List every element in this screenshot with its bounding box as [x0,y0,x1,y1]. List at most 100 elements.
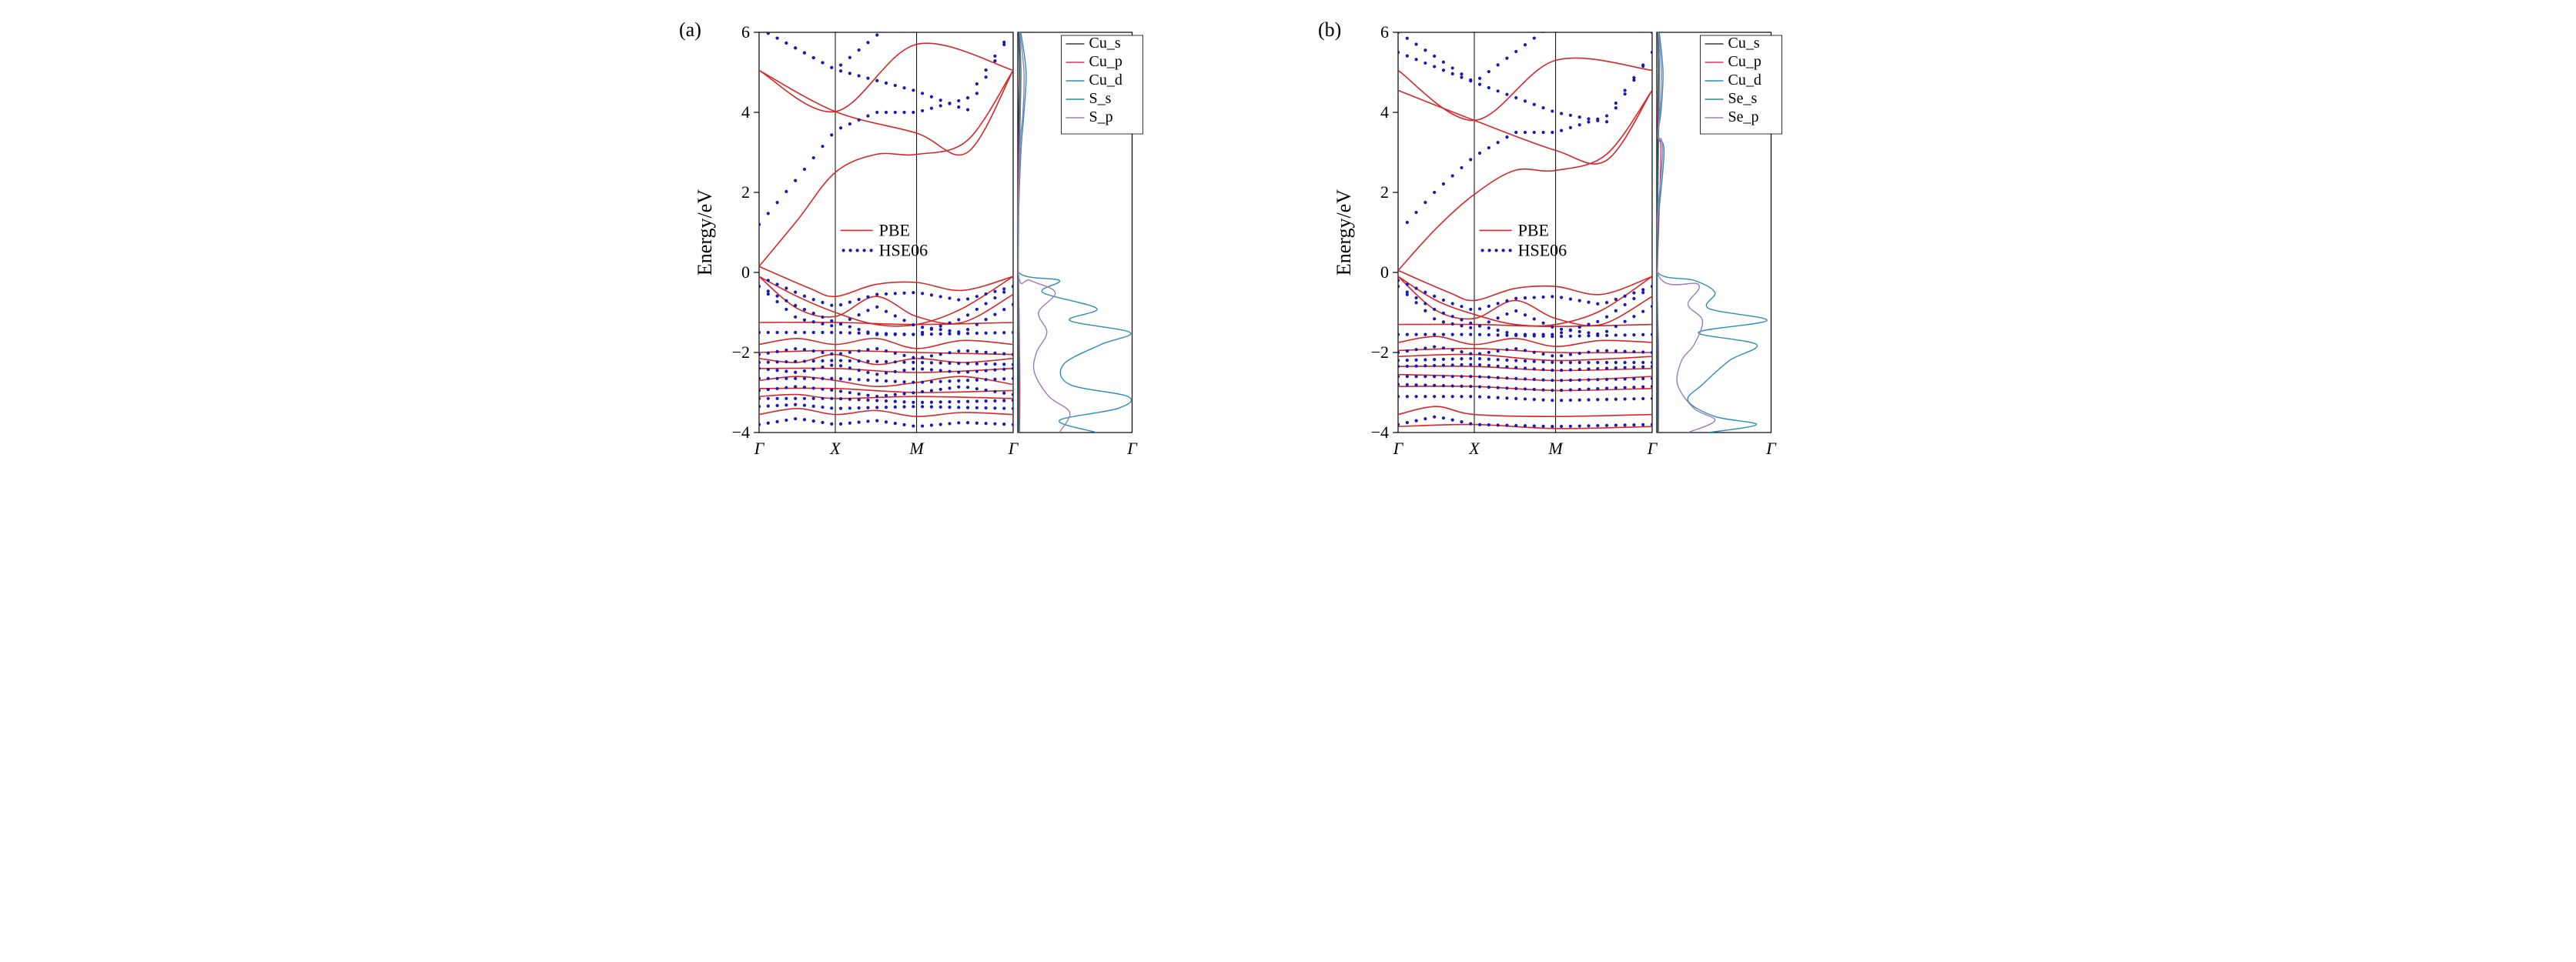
hse-point [894,370,897,373]
hse-point [1478,385,1481,388]
hse-point [1596,398,1599,401]
hse-point [1641,310,1644,313]
hse-point [1505,396,1508,399]
hse-point [1624,320,1627,323]
hse-point [1614,366,1618,369]
k-label: Γ [1393,439,1404,458]
pbe-band [1398,58,1652,120]
hse-point [1632,386,1635,389]
hse-point [1505,331,1508,334]
hse-point [912,356,915,359]
hse-point [993,55,996,58]
hse-point [1478,363,1481,366]
hse-point [957,349,960,352]
hse-point [1012,367,1015,370]
hse-point [1578,326,1581,329]
hse-point [1442,182,1445,185]
hse-point [1541,352,1544,356]
hse-point [966,332,969,335]
hse-point [1423,346,1427,349]
hse-point [1442,61,1445,64]
hse-point [1012,423,1015,426]
hse-point [803,52,806,55]
hse-point [948,362,951,365]
hse-point [758,361,761,364]
hse-point [912,323,915,326]
hse-point [1002,25,1005,28]
hse-point [966,349,969,352]
hse-point [767,368,770,371]
hse-point [1442,299,1445,302]
panel-a-svg: Energy/eV−4−20246ΓXMΓΓPBEHSE06Cu_sCu_pCu… [691,23,1246,469]
hse-point [1624,377,1627,380]
hse-point [1497,434,1500,437]
hse-point [821,331,824,334]
hse-point [830,66,833,69]
hse-point [993,331,996,334]
hse-point [1497,358,1500,361]
hse-point [1414,211,1417,214]
hse-point [1442,416,1445,419]
hse-point [1514,435,1517,438]
hse-point [1012,27,1015,30]
hse-point [1514,424,1517,427]
hse-point [848,325,851,328]
hse-point [1423,375,1427,378]
hse-point [1414,333,1417,336]
hse-point [1541,322,1544,325]
hse-point [948,329,951,332]
hse-point [758,223,761,226]
panel-b-label: (b) [1318,18,1341,42]
hse-point [785,308,788,311]
hse-point [1497,141,1500,144]
hse-point [1505,57,1508,60]
hse-point [1560,425,1563,428]
hse-point [1533,296,1536,299]
hse-point [985,68,988,72]
hse-point [1551,131,1554,134]
hse-point [821,322,824,326]
hse-point [1487,146,1490,149]
hse-point [1587,24,1590,27]
hse-point [1578,334,1581,337]
hse-point [1632,361,1635,364]
hse-point [785,331,788,334]
hse-point [830,359,833,362]
hse-point [1641,333,1644,336]
hse-point [885,82,888,85]
hse-point [930,327,933,330]
dos-legend-label: S_p [1089,109,1113,125]
hse-point [1505,386,1508,389]
hse-point [1641,366,1644,369]
hse-point [1451,384,1454,387]
hse-point [1406,55,1409,58]
hse-point [921,405,924,408]
hse-point [775,282,778,286]
hse-point [875,79,878,82]
hse-point [866,296,869,299]
hse-point [966,96,969,99]
hse-point [794,360,797,363]
hse-point [794,371,797,374]
hse-point [975,399,979,403]
hse-point [1651,435,1654,438]
hse-point [885,399,888,403]
hse-point [1641,350,1644,353]
y-tick-label: 2 [1380,182,1389,202]
hse-point [975,308,979,311]
hse-point [1596,118,1599,121]
hse-point [1596,25,1599,28]
hse-point [1505,299,1508,302]
hse-point [1478,423,1481,426]
hse-point [1524,436,1527,439]
hse-point [948,422,951,425]
hse-point [767,279,770,282]
hse-point [957,332,960,335]
hse-point [1442,346,1445,349]
hse-point [1469,308,1472,311]
hse-point [1460,324,1463,327]
hse-point [912,332,915,336]
hse-point [767,404,770,407]
dos-legend-label: Cu_d [1728,72,1761,89]
hse-point [975,350,979,353]
